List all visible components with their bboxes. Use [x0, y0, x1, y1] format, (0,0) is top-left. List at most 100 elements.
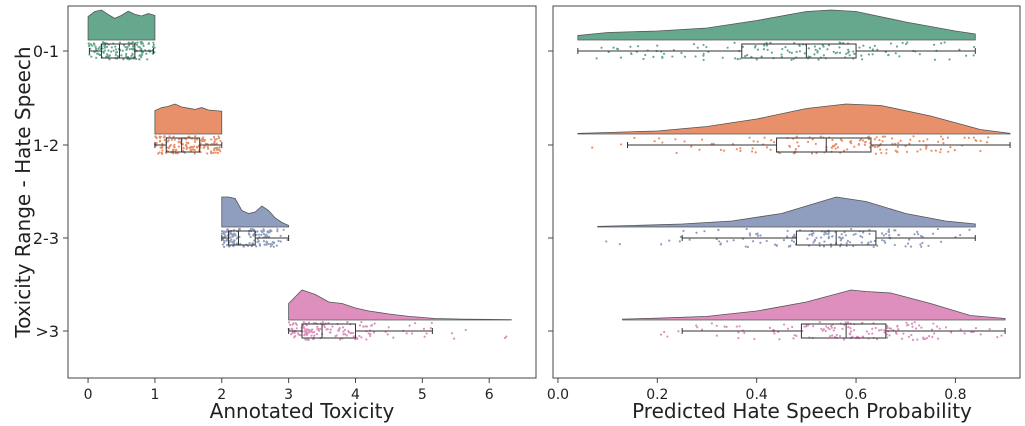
- data-point: [854, 232, 857, 236]
- data-point: [680, 51, 683, 55]
- data-point: [927, 335, 931, 338]
- data-point: [838, 334, 842, 338]
- data-point: [387, 326, 390, 329]
- data-point: [911, 338, 915, 341]
- data-point: [912, 135, 915, 138]
- data-point: [844, 321, 847, 324]
- data-point: [701, 138, 704, 141]
- data-point: [105, 45, 109, 48]
- data-point: [702, 58, 705, 62]
- data-point: [922, 336, 925, 339]
- data-point: [830, 326, 833, 329]
- y-tick-label: >3: [35, 322, 59, 341]
- data-point: [812, 325, 815, 328]
- data-point: [820, 327, 823, 330]
- data-point: [841, 327, 844, 330]
- data-point: [173, 143, 176, 146]
- data-point: [888, 234, 891, 237]
- left-x-axis-label: Annotated Toxicity: [210, 399, 395, 423]
- data-point: [163, 135, 166, 138]
- data-point: [874, 152, 877, 155]
- data-point: [140, 47, 143, 50]
- data-point: [974, 326, 978, 330]
- data-point: [315, 333, 319, 336]
- data-point: [833, 326, 836, 330]
- data-point: [723, 325, 726, 328]
- data-point: [223, 241, 226, 244]
- data-point: [934, 149, 937, 152]
- data-point: [744, 245, 747, 248]
- data-point: [888, 327, 891, 330]
- data-point: [118, 41, 122, 44]
- data-point: [829, 324, 833, 328]
- data-point: [131, 44, 135, 48]
- data-point: [223, 239, 226, 242]
- data-point: [122, 58, 125, 61]
- data-point: [861, 139, 865, 142]
- data-point: [913, 321, 916, 324]
- data-point: [262, 232, 266, 236]
- data-point: [630, 52, 633, 56]
- data-point: [172, 135, 175, 138]
- data-point: [759, 241, 762, 244]
- data-point: [252, 228, 256, 231]
- data-point: [847, 48, 850, 51]
- data-point: [218, 146, 221, 149]
- iqr-box: [741, 43, 857, 59]
- data-point: [880, 151, 883, 155]
- data-point: [172, 152, 175, 155]
- data-point: [212, 136, 216, 139]
- data-point: [935, 325, 939, 328]
- data-point: [988, 328, 991, 331]
- data-point: [813, 53, 816, 56]
- data-point: [795, 50, 798, 53]
- data-point: [734, 57, 737, 60]
- data-point: [922, 139, 925, 143]
- data-point: [171, 148, 175, 151]
- data-point: [953, 149, 956, 152]
- data-point: [135, 43, 139, 46]
- data-point: [867, 53, 870, 56]
- data-point: [932, 322, 935, 325]
- data-point: [972, 54, 975, 57]
- data-point: [125, 48, 128, 51]
- data-point: [931, 232, 935, 235]
- data-point: [839, 245, 842, 248]
- data-point: [182, 147, 185, 150]
- series->3: [622, 289, 1006, 341]
- data-point: [190, 145, 193, 148]
- data-point: [763, 136, 766, 139]
- left-y-ticks: 0-1 1-2 2-3 >3: [33, 42, 68, 341]
- data-point: [128, 47, 131, 51]
- data-point: [741, 45, 744, 48]
- data-point: [847, 326, 850, 329]
- data-point: [661, 55, 664, 59]
- data-point: [939, 240, 943, 243]
- data-point: [911, 325, 914, 328]
- left-panel: 0 1 2 3 4 5 6 0-1 1-2 2-3 >3 Annotated Toxicity T…: [11, 5, 537, 423]
- data-point: [642, 57, 645, 61]
- data-point: [124, 45, 127, 49]
- data-point: [760, 55, 763, 58]
- data-point: [885, 148, 888, 151]
- data-point: [858, 139, 861, 142]
- data-point: [807, 324, 810, 327]
- data-point: [666, 335, 669, 338]
- data-point: [343, 328, 347, 331]
- data-point: [876, 244, 879, 247]
- x-tick-label: 4: [351, 387, 360, 403]
- right-plot-area: [577, 9, 1011, 341]
- data-point: [653, 140, 656, 143]
- data-point: [662, 52, 666, 55]
- data-point: [894, 229, 897, 232]
- data-point: [917, 232, 920, 236]
- data-point: [862, 44, 865, 47]
- data-point: [175, 148, 178, 152]
- data-point: [882, 234, 885, 237]
- data-point: [615, 47, 619, 50]
- data-point: [839, 138, 843, 141]
- data-point: [894, 142, 897, 145]
- data-point: [335, 334, 338, 337]
- data-point: [791, 325, 794, 329]
- data-point: [710, 142, 713, 146]
